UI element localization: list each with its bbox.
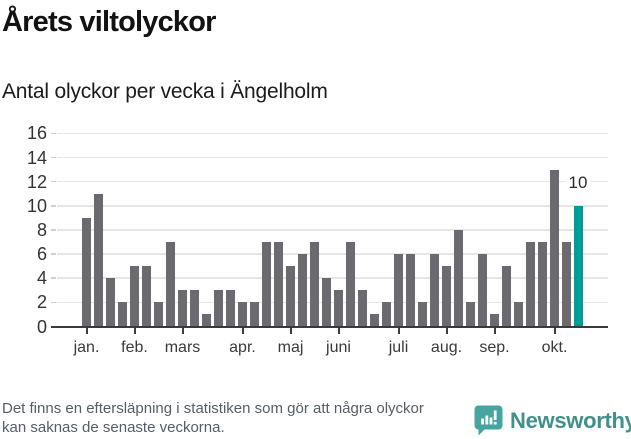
bar (178, 290, 187, 327)
bar (106, 278, 115, 327)
bar (466, 302, 475, 327)
y-axis-label: 16 (26, 123, 47, 144)
bar (202, 314, 211, 327)
bar (142, 266, 151, 327)
y-axis-label: 2 (36, 292, 47, 313)
bar (490, 314, 499, 327)
x-axis-label: mars (164, 339, 201, 356)
x-axis-tick (397, 327, 400, 334)
bar (382, 302, 391, 327)
bar (370, 314, 379, 327)
y-axis-tick (51, 301, 56, 304)
x-axis-tick (445, 327, 448, 334)
x-axis-label: jan. (73, 339, 100, 356)
x-axis-label: sep. (479, 339, 510, 356)
y-axis-tick (51, 205, 56, 207)
x-axis-label: aug. (430, 339, 463, 356)
bar (226, 290, 235, 327)
bar (190, 290, 199, 327)
page-subtitle: Antal olyckor per vecka i Ängelholm (2, 80, 328, 103)
y-axis-tick (51, 156, 56, 159)
newsworthy-logo-icon (474, 405, 503, 436)
y-axis-tick (51, 180, 56, 183)
page-title: Årets viltolyckor (2, 6, 216, 38)
y-axis-label: 6 (36, 244, 47, 265)
footer-note: Det finns en eftersläpning i statistiken… (2, 400, 424, 436)
bar (406, 254, 415, 327)
bar (526, 242, 535, 327)
bar (286, 266, 295, 327)
newsworthy-logo[interactable]: Newsworthy (474, 405, 631, 436)
y-axis-tick (51, 253, 56, 255)
gridline (57, 277, 608, 279)
bar (82, 217, 91, 327)
bar (562, 242, 571, 327)
bar (430, 254, 439, 327)
x-axis-tick (289, 327, 292, 334)
bar (478, 254, 487, 327)
x-axis-label: okt. (541, 339, 568, 356)
bar (550, 169, 559, 327)
y-axis-tick (51, 277, 56, 279)
bar (346, 242, 355, 327)
bar (394, 254, 403, 327)
bar (154, 302, 163, 327)
bar (502, 266, 511, 327)
x-axis-tick (241, 327, 244, 334)
y-axis-label: 14 (26, 147, 47, 168)
y-axis-tick (51, 132, 56, 135)
x-axis-tick (493, 327, 496, 334)
bar (442, 266, 451, 327)
bar (298, 254, 307, 327)
bar (130, 266, 139, 327)
bar (274, 242, 283, 327)
bar (250, 302, 259, 327)
gridline (57, 253, 608, 255)
x-axis-tick (337, 327, 340, 334)
x-axis-label: apr. (229, 339, 256, 356)
bar (94, 193, 103, 327)
gridline (57, 156, 608, 159)
bar (322, 278, 331, 327)
x-axis-label: juli (388, 339, 409, 356)
bar (418, 302, 427, 327)
value-annotation: 10 (565, 172, 591, 193)
x-axis-tick (181, 327, 184, 334)
y-axis-label: 12 (26, 171, 47, 192)
y-axis-label: 10 (26, 195, 47, 216)
bar (214, 290, 223, 327)
gridline (57, 180, 608, 183)
bar (358, 290, 367, 327)
bar (238, 302, 247, 327)
bar (514, 302, 523, 327)
bar-highlight (574, 205, 583, 327)
y-axis-tick (51, 229, 56, 231)
bar (166, 242, 175, 327)
y-axis-label: 8 (36, 219, 47, 240)
x-axis-tick (133, 327, 136, 334)
bar (118, 302, 127, 327)
gridline (57, 301, 608, 304)
bar (454, 229, 463, 327)
x-axis-tick (553, 327, 556, 334)
gridline (57, 205, 608, 207)
x-axis-label: maj (277, 339, 304, 356)
gridline (57, 229, 608, 231)
x-axis-tick (85, 327, 88, 334)
bar (310, 242, 319, 327)
bar (262, 242, 271, 327)
newsworthy-logo-text: Newsworthy (510, 407, 631, 433)
y-axis-label: 0 (36, 316, 47, 337)
bar (538, 242, 547, 327)
y-axis-label: 4 (36, 268, 47, 289)
x-axis-label: juni (326, 339, 351, 356)
bar (334, 290, 343, 327)
x-axis-label: feb. (121, 339, 148, 356)
gridline (57, 132, 608, 135)
x-axis-line (51, 325, 608, 328)
